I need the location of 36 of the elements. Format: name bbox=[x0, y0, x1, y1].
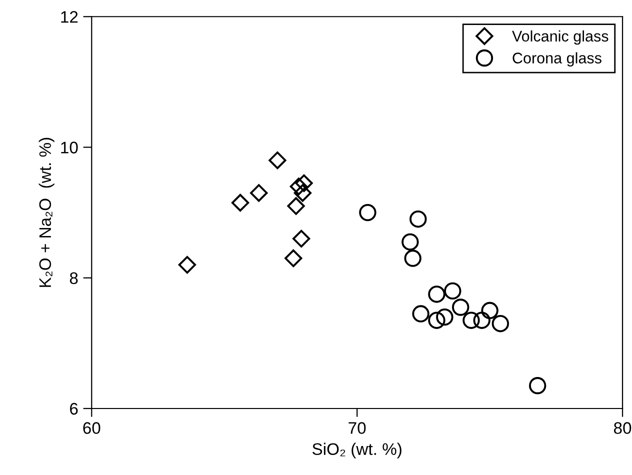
point bbox=[292, 230, 310, 248]
point bbox=[231, 194, 250, 212]
point bbox=[294, 184, 312, 202]
point bbox=[528, 377, 546, 394]
y-tick-label: 10 bbox=[61, 142, 78, 154]
x-tick-label: 70 bbox=[348, 422, 366, 434]
x-axis-title: SiO₂ (wt. %) bbox=[312, 442, 402, 458]
point bbox=[178, 256, 196, 274]
point bbox=[412, 305, 430, 322]
point bbox=[290, 178, 308, 196]
point bbox=[436, 308, 454, 326]
point bbox=[287, 197, 305, 215]
legend-label: Volcanic glass bbox=[512, 30, 608, 45]
y-axis-title: K₂O + Na₂O (wt. %) bbox=[38, 138, 54, 287]
point bbox=[250, 184, 268, 202]
point bbox=[473, 312, 490, 329]
point bbox=[268, 151, 286, 170]
point bbox=[428, 312, 446, 329]
x-tick-label: 80 bbox=[614, 422, 632, 434]
point bbox=[462, 312, 480, 329]
point bbox=[444, 282, 462, 300]
point bbox=[404, 250, 422, 267]
y-tick-label: 6 bbox=[70, 402, 78, 415]
point bbox=[452, 298, 470, 316]
point bbox=[284, 249, 302, 268]
point bbox=[295, 174, 313, 192]
y-tick-label: 12 bbox=[61, 11, 78, 23]
point bbox=[402, 233, 419, 251]
point bbox=[481, 302, 498, 320]
point bbox=[428, 286, 446, 303]
legend-label: Corona glass bbox=[512, 52, 602, 66]
point bbox=[410, 210, 427, 228]
x-tick-label: 60 bbox=[83, 422, 100, 434]
point bbox=[492, 314, 510, 332]
point bbox=[359, 204, 376, 222]
y-tick-label: 8 bbox=[70, 272, 78, 284]
